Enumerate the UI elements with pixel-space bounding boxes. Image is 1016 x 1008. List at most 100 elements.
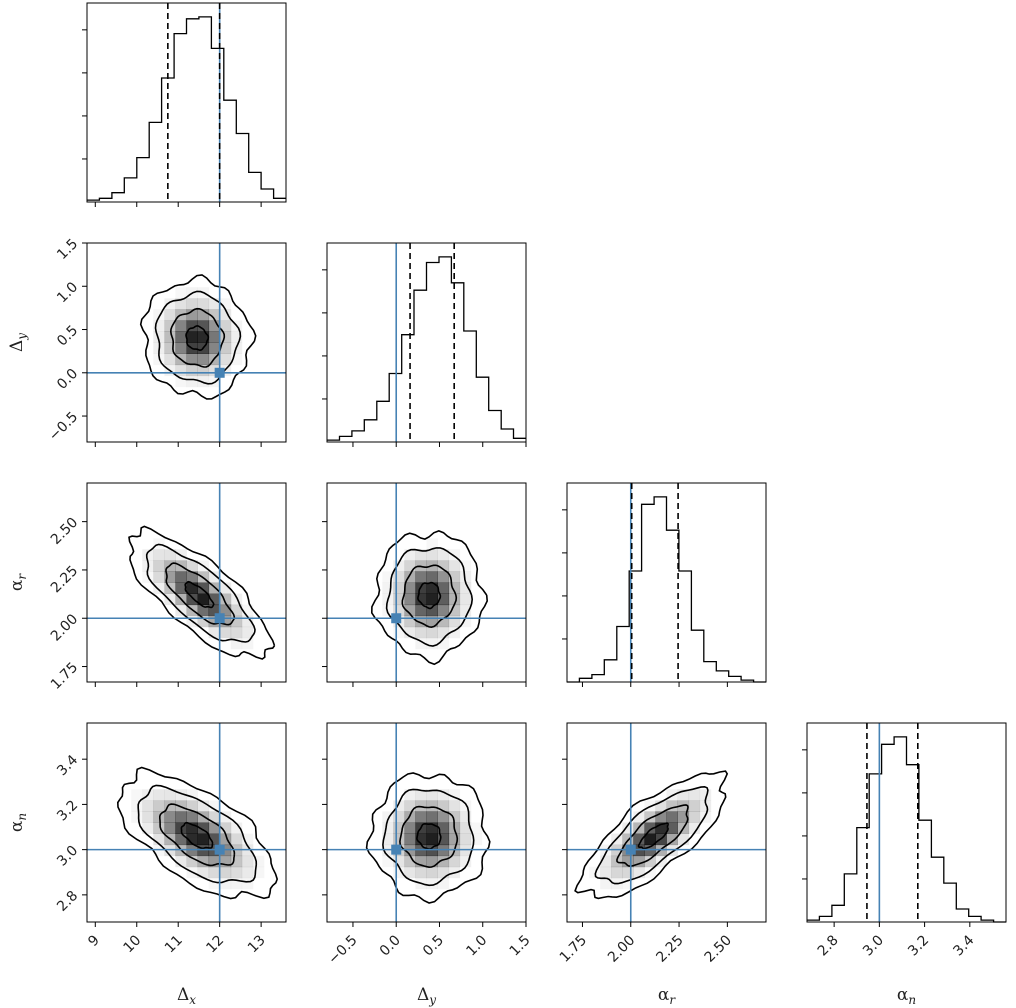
xtick-label-dx: 9 (85, 932, 103, 950)
density-cell (644, 867, 656, 879)
density-cell (415, 604, 427, 617)
density-cell (186, 364, 198, 377)
density-cell (448, 789, 461, 801)
xtick-label-an: 3.2 (905, 932, 932, 959)
density-cell (208, 593, 221, 606)
panel-content (87, 243, 286, 442)
ytick-label-ar: 1.75 (48, 659, 81, 692)
density-cell (197, 582, 210, 594)
density-cell (208, 571, 221, 583)
density-cell (677, 811, 690, 823)
ytick-label-dy: 0.0 (54, 366, 81, 393)
contour-1 (399, 805, 459, 869)
density-cell (633, 833, 645, 846)
density-cell (393, 866, 405, 879)
density-cell (437, 549, 450, 561)
panel-content (87, 723, 286, 922)
yaxis-label-ar: αr (7, 573, 29, 591)
density-cell (393, 571, 405, 583)
contour-2 (145, 543, 256, 643)
contour-2 (137, 784, 258, 884)
scatter-panel-dx-an (86, 722, 287, 923)
density-cell (186, 375, 198, 388)
density-cell (415, 789, 427, 801)
density-cell (600, 877, 612, 890)
density-cell (208, 811, 221, 823)
ytick-label-an: 3.4 (54, 752, 81, 779)
density-cell (230, 331, 243, 343)
density-cell (404, 822, 416, 834)
contour-0 (417, 581, 442, 610)
density-cell (175, 342, 187, 354)
density-cell (426, 571, 438, 583)
panel-content (567, 723, 766, 922)
density-cell (426, 637, 438, 650)
density-cell (382, 822, 394, 834)
density-cell (633, 811, 645, 823)
density-cell (404, 593, 416, 606)
contour-3 (370, 530, 489, 666)
density-cell (633, 855, 645, 868)
density-cell (644, 855, 656, 868)
density-cell (382, 811, 394, 823)
density-cell (164, 822, 176, 834)
density-cell (208, 604, 221, 617)
density-cell (208, 866, 221, 879)
density-cell (655, 811, 667, 823)
density-cell (186, 855, 198, 868)
density-cell (208, 309, 221, 321)
xtick-label-ar: 1.75 (557, 932, 590, 965)
scatter-panel-dy-an (326, 722, 527, 923)
density-cell (197, 615, 210, 628)
density-cell (426, 593, 438, 606)
density-cell (142, 822, 154, 834)
density-cell (415, 637, 427, 650)
density-cell (393, 593, 405, 606)
density-cell (186, 822, 198, 834)
density-cell (448, 549, 461, 561)
density-cell (655, 800, 667, 812)
density-cell (437, 800, 450, 812)
density-cell (219, 331, 232, 343)
panel-frame (86, 722, 287, 923)
truth-marker (391, 844, 402, 855)
density-cell (655, 822, 667, 834)
density-cell (131, 800, 143, 812)
xtick-label-dy: 1.0 (463, 932, 490, 959)
density-cell (393, 855, 405, 868)
density-cell (459, 571, 472, 583)
density-cell (219, 615, 232, 628)
panel-frame (566, 482, 767, 683)
xaxis-label-dy: Δy (417, 985, 436, 1007)
xtick-label-dx: 12 (203, 932, 227, 956)
density-cell (241, 855, 254, 868)
xtick-label-ar: 2.25 (653, 932, 686, 965)
density-cell (208, 822, 221, 834)
density-cell (153, 320, 165, 332)
density-cell (415, 855, 427, 868)
panel-frame (326, 482, 527, 683)
density-cell (426, 549, 438, 561)
density-cell (437, 571, 450, 583)
density-cell (164, 309, 176, 321)
xtick-label-dy: 1.5 (507, 932, 534, 959)
ytick-label-an: 3.2 (54, 797, 81, 824)
density-cell (164, 353, 176, 366)
density-cell (426, 626, 438, 639)
density-cell (459, 833, 472, 846)
density-cell (186, 811, 198, 823)
density-cell (393, 833, 405, 846)
xtick-label-dx: 13 (245, 932, 269, 956)
density-cell (175, 331, 187, 343)
density-cell (415, 593, 427, 606)
density-cell (666, 800, 678, 812)
density-cell (437, 615, 450, 628)
density-cell (153, 549, 165, 561)
contour-1 (169, 307, 226, 368)
xtick-label-an: 3.4 (950, 932, 977, 959)
density-cell (142, 549, 154, 561)
contour-3 (116, 766, 279, 900)
density-cell (677, 800, 690, 812)
density-cell (622, 855, 634, 868)
